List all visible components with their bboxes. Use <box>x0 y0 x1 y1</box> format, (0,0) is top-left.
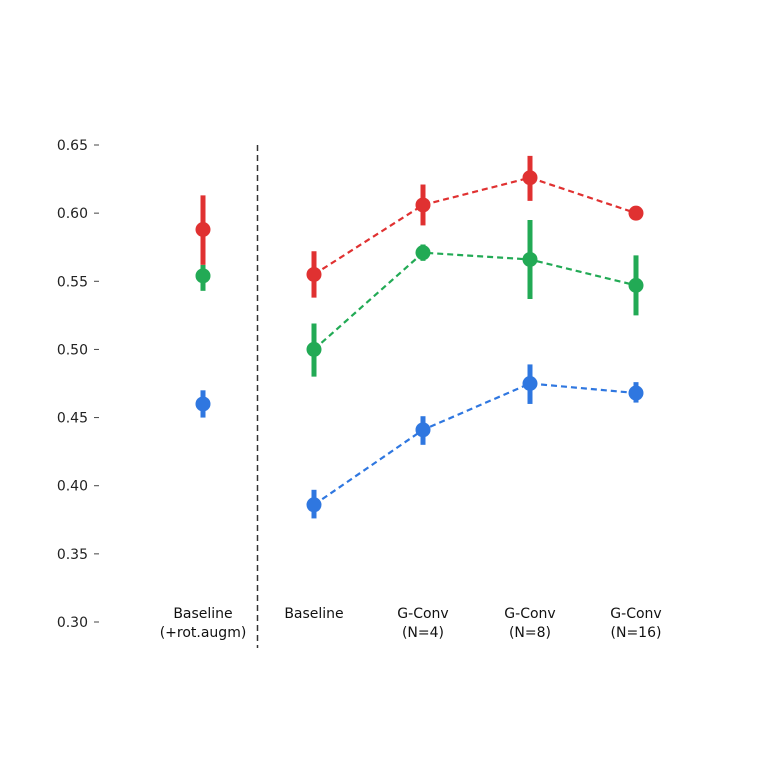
x-category-label: G-Conv <box>610 606 661 622</box>
y-tick-label: 0.30 <box>57 615 88 631</box>
y-axis: 0.30 0.35 0.40 0.45 0.50 0.55 0.60 0.65 <box>57 138 99 631</box>
data-point <box>522 376 538 391</box>
x-category-label: (+rot.augm) <box>160 625 247 641</box>
data-point <box>628 385 644 401</box>
y-tick-label: 0.40 <box>57 479 88 495</box>
y-tick-label: 0.35 <box>57 547 88 563</box>
series-layer <box>195 155 644 519</box>
x-category-label: (N=4) <box>402 625 444 641</box>
y-tick-label: 0.55 <box>57 274 88 290</box>
data-point <box>415 197 431 213</box>
data-point <box>306 497 322 513</box>
x-category-label: G-Conv <box>504 606 555 622</box>
data-point <box>306 341 322 357</box>
data-point <box>195 268 211 284</box>
y-tick-label: 0.45 <box>57 411 88 427</box>
x-axis-labels: Baseline (+rot.augm) Baseline G-Conv (N=4) G-… <box>160 606 662 641</box>
data-point <box>415 245 431 261</box>
series-line <box>313 382 637 506</box>
data-point <box>522 251 538 267</box>
y-tick-label: 0.65 <box>57 138 88 154</box>
x-category-label: Baseline <box>173 606 232 622</box>
data-point <box>306 266 322 282</box>
data-point <box>195 396 211 412</box>
series-line <box>313 251 637 351</box>
x-category-label: (N=16) <box>611 625 662 641</box>
y-tick-label: 0.50 <box>57 342 88 358</box>
x-category-label: Baseline <box>284 606 343 622</box>
data-point <box>522 170 538 186</box>
data-point <box>628 205 644 221</box>
data-point <box>415 422 431 438</box>
series-2 <box>195 364 644 519</box>
series-1 <box>195 219 644 377</box>
x-category-label: G-Conv <box>397 606 448 622</box>
data-point <box>628 277 644 293</box>
y-tick-label: 0.60 <box>57 206 88 222</box>
x-category-label: (N=8) <box>509 625 551 641</box>
data-point <box>195 221 211 237</box>
series-line <box>313 176 637 276</box>
series-0 <box>195 155 644 298</box>
